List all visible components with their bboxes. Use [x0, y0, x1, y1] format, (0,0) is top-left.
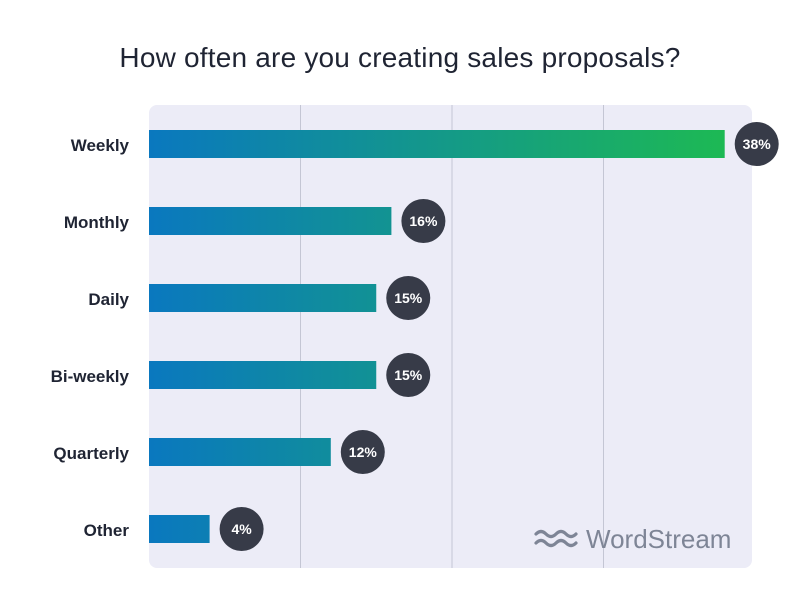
value-label: 4% [231, 521, 252, 537]
category-labels: Weekly Monthly Daily Bi-weekly Quarterly Othe… [51, 136, 130, 540]
bars [149, 130, 725, 543]
chart-title: How often are you creating sales proposa… [119, 42, 681, 73]
value-label: 38% [743, 136, 772, 152]
value-badge [386, 276, 431, 320]
value-badge [734, 122, 779, 166]
value-badge [219, 507, 264, 551]
category-label: Monthly [64, 213, 130, 232]
bar [149, 130, 725, 158]
value-badge [401, 199, 446, 243]
value-badges: 38% 16% 15% 15% 12% 4% [219, 122, 779, 551]
bar [149, 361, 377, 389]
value-label: 12% [349, 444, 378, 460]
value-badge [386, 353, 431, 397]
bar [149, 515, 210, 543]
bar [149, 207, 392, 235]
wordstream-text: WordStream [586, 523, 732, 554]
category-label: Daily [88, 290, 129, 309]
category-label: Bi-weekly [51, 367, 130, 386]
bar [149, 438, 331, 466]
value-badge [340, 430, 385, 474]
plot-background [149, 105, 752, 568]
value-label: 15% [394, 290, 423, 306]
category-label: Other [84, 521, 130, 540]
bar [149, 284, 377, 312]
wordstream-logo: WordStream [534, 522, 731, 556]
wordstream-waves-icon [534, 529, 578, 548]
grid-lines [300, 105, 604, 568]
category-label: Weekly [71, 136, 130, 155]
value-label: 16% [409, 213, 438, 229]
value-label: 15% [394, 367, 423, 383]
category-label: Quarterly [53, 444, 129, 463]
